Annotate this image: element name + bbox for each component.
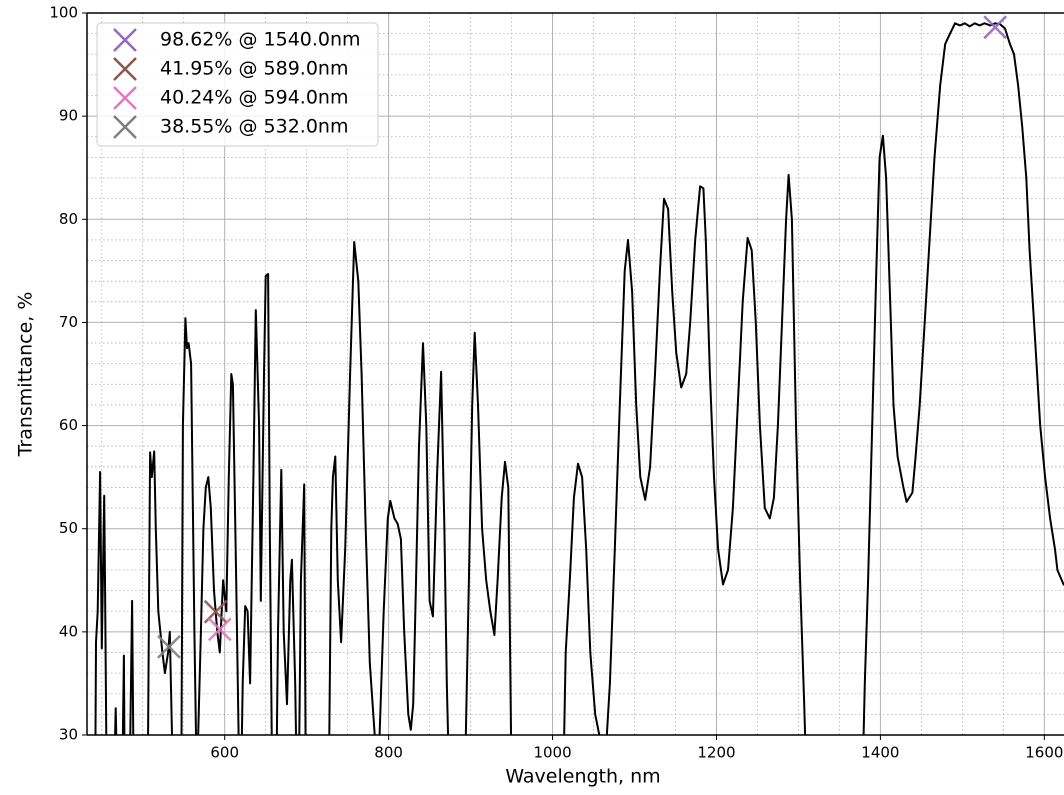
- legend-marker: [113, 57, 137, 81]
- y-tick-label: 40: [59, 622, 78, 640]
- marker: [207, 617, 232, 642]
- x-tick-label: 800: [374, 744, 403, 762]
- x-tick-label: 1000: [533, 744, 571, 762]
- x-tick-label: 1400: [861, 744, 899, 762]
- x-tick-label: 600: [210, 744, 239, 762]
- y-tick-label: 90: [59, 107, 78, 125]
- cross-stroke: [983, 15, 1008, 40]
- y-tick-label: 30: [59, 726, 78, 744]
- cross-stroke: [113, 115, 137, 139]
- legend-label: 41.95% @ 589.0nm: [160, 58, 348, 80]
- x-tick-label: 1200: [697, 744, 735, 762]
- y-tick-label: 100: [49, 4, 78, 22]
- cross-stroke: [113, 28, 137, 52]
- y-tick-label: 70: [59, 313, 78, 331]
- marker: [983, 15, 1008, 40]
- cross-stroke: [157, 634, 181, 659]
- cross-stroke: [113, 86, 137, 110]
- y-tick-label: 50: [59, 519, 78, 537]
- legend-label: 40.24% @ 594.0nm: [160, 87, 348, 109]
- legend: 98.62% @ 1540.0nm 41.95% @ 589.0nm 40.24% …: [96, 22, 379, 147]
- legend-marker: [113, 28, 137, 52]
- plot-area: [94, 15, 1064, 735]
- x-axis-label: Wavelength, nm: [505, 766, 660, 788]
- legend-box: [96, 22, 379, 147]
- legend-label: 98.62% @ 1540.0nm: [160, 29, 361, 51]
- y-axis-label: Transmittance, %: [15, 292, 37, 458]
- y-tick-label: 80: [59, 210, 78, 228]
- cross-stroke: [113, 57, 137, 81]
- x-tick-label: 1600: [1025, 744, 1063, 762]
- legend-marker: [113, 86, 137, 110]
- spectrum-line: [94, 22, 1064, 735]
- cross-stroke: [207, 617, 232, 642]
- legend-label: 38.55% @ 532.0nm: [160, 116, 348, 138]
- marker: [157, 634, 181, 659]
- legend-marker: [113, 115, 137, 139]
- y-tick-label: 60: [59, 416, 78, 434]
